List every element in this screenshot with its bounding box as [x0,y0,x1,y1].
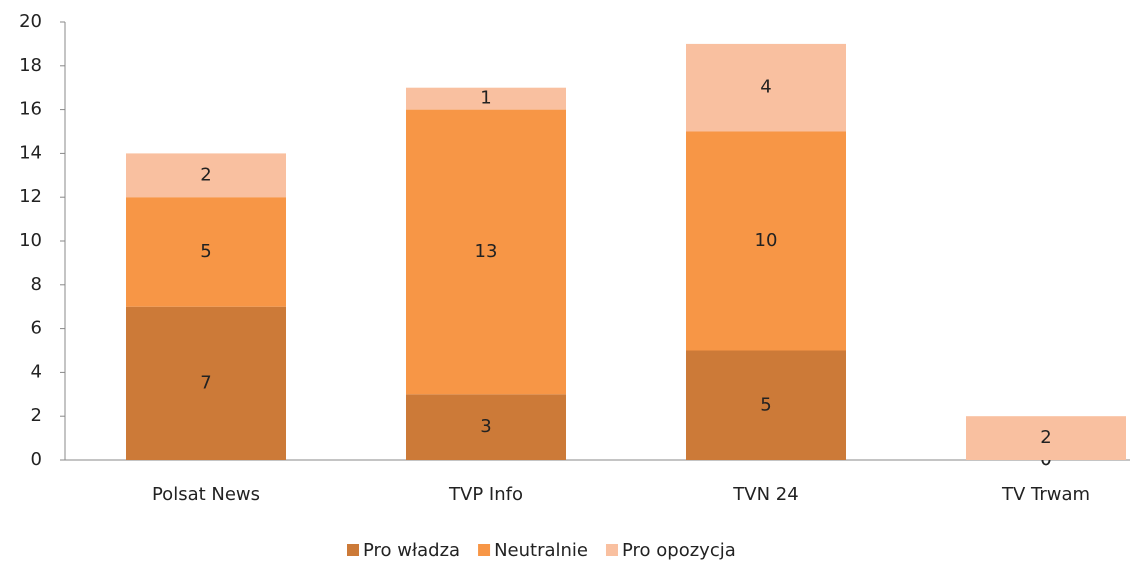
y-tick-label: 2 [31,405,42,426]
data-label: 5 [200,241,211,262]
x-tick-label: TVP Info [448,484,523,505]
y-tick-label: 4 [31,361,42,382]
legend-swatch [478,544,491,556]
data-label: 10 [755,230,778,251]
bar-segment [406,87,566,110]
data-label: 13 [475,241,498,262]
legend-label: Pro opozycja [622,540,736,561]
data-label: 2 [1040,427,1051,448]
bar-segment [686,350,846,460]
legend-swatch [347,544,359,556]
y-tick-label: 20 [19,11,42,32]
y-tick-label: 14 [19,142,42,163]
bar-segment [966,416,1126,460]
y-tick-label: 18 [19,55,42,76]
data-label: 5 [760,394,771,415]
bar-segment [406,394,566,460]
x-tick-label: Polsat News [152,484,260,505]
y-tick-label: 6 [31,318,42,339]
data-label: 1 [480,88,491,109]
bar-segment [126,306,286,460]
data-label: 4 [760,77,771,98]
bar-segment [126,197,286,307]
legend-label: Neutralnie [494,540,588,561]
data-label: 7 [200,372,211,393]
data-label: 3 [480,416,491,437]
bar-segment [686,43,846,132]
y-tick-label: 16 [19,99,42,120]
legend-swatch [605,544,618,556]
bar-segment [406,109,566,395]
x-tick-label: TV Trwam [1001,484,1090,505]
y-tick-label: 8 [31,274,42,295]
y-tick-label: 0 [31,449,42,470]
x-tick-label: TVN 24 [732,484,798,505]
bar-segment [686,131,846,351]
bar-segment [126,153,286,198]
legend-label: Pro władza [363,540,460,561]
y-tick-label: 12 [19,186,42,207]
y-tick-label: 10 [19,230,42,251]
data-label: 2 [200,164,211,185]
